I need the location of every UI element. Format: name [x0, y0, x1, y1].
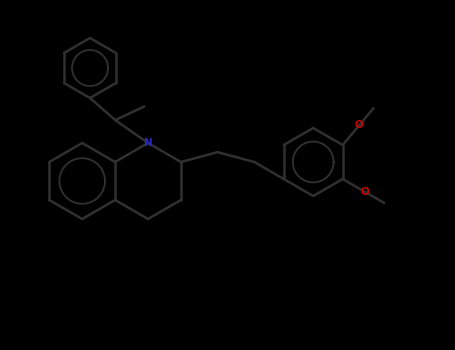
Text: O: O [361, 187, 369, 197]
Text: N: N [144, 138, 152, 148]
Text: O: O [355, 120, 364, 130]
